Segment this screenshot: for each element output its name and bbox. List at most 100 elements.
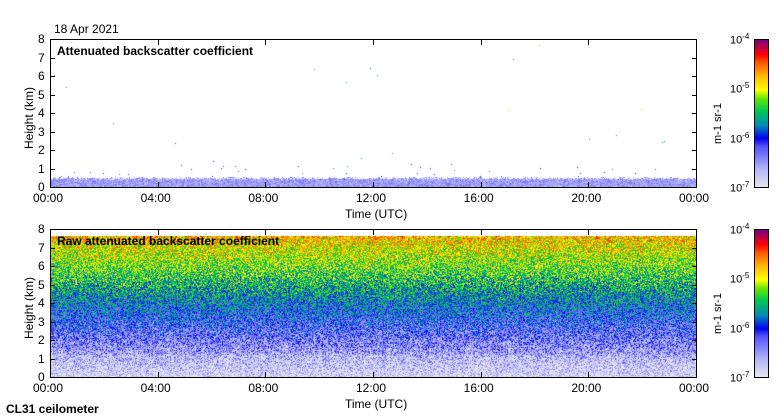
y-tick — [692, 377, 697, 378]
y-tick-label: 3 — [38, 124, 45, 139]
y-tick — [50, 229, 55, 230]
y-tick — [50, 266, 55, 267]
y-tick — [50, 187, 55, 188]
y-tick — [692, 76, 697, 77]
y-tick — [50, 131, 55, 133]
y-tick — [50, 150, 55, 151]
y-tick — [692, 321, 697, 323]
date-label: 18 Apr 2021 — [54, 22, 119, 36]
colorbar-tick-label: 10-4 — [730, 32, 749, 47]
y-axis-label: Height (km) — [22, 86, 36, 149]
x-tick-label: 16:00 — [463, 381, 494, 395]
y-tick — [692, 284, 697, 286]
x-tick-label: 04:00 — [140, 191, 171, 205]
x-tick — [50, 229, 51, 235]
x-tick — [157, 39, 159, 45]
y-tick-label: 2 — [38, 333, 45, 347]
x-tick — [157, 229, 159, 235]
y-tick — [692, 303, 697, 304]
x-tick-label: 20:00 — [571, 381, 602, 395]
y-tick-label: 1 — [38, 351, 45, 366]
x-tick — [373, 39, 374, 45]
colorbar — [754, 229, 769, 378]
y-tick-label: 4 — [38, 296, 45, 310]
x-tick — [50, 182, 51, 188]
plot-title: Raw attenuated backscatter coefficient — [57, 234, 280, 248]
colorbar-unit-label: m-1 sr-1 — [712, 293, 724, 334]
x-tick — [157, 372, 159, 378]
tick-base: 10 — [730, 323, 743, 336]
y-tick — [692, 168, 697, 170]
y-tick-label: 4 — [38, 106, 45, 120]
x-tick — [588, 182, 590, 188]
y-tick — [692, 57, 697, 59]
x-tick — [588, 229, 590, 235]
colorbar-tick-label: 10-5 — [730, 271, 749, 286]
x-tick — [696, 229, 697, 235]
plot-panel-1: Attenuated backscatter coefficient — [50, 39, 697, 188]
y-tick — [50, 340, 55, 341]
y-tick-label: 8 — [38, 222, 45, 236]
x-tick-label: 12:00 — [356, 381, 387, 395]
tick-base: 10 — [730, 83, 743, 96]
x-tick — [157, 182, 159, 188]
x-tick — [588, 372, 590, 378]
heatmap-canvas — [51, 40, 696, 187]
y-tick — [50, 113, 55, 114]
tick-base: 10 — [730, 224, 743, 237]
x-tick — [588, 39, 590, 45]
tick-base: 10 — [730, 182, 743, 195]
y-tick — [50, 39, 55, 40]
y-tick — [50, 247, 55, 249]
y-tick — [50, 377, 55, 378]
tick-exponent: -5 — [742, 81, 750, 91]
x-tick — [373, 182, 374, 188]
x-tick — [265, 372, 267, 378]
x-tick-label: 04:00 — [140, 381, 171, 395]
x-tick-label: 08:00 — [248, 381, 279, 395]
y-tick — [50, 303, 55, 304]
y-tick — [692, 131, 697, 133]
x-tick — [50, 39, 51, 45]
tick-exponent: -7 — [742, 180, 750, 189]
y-axis-label: Height (km) — [22, 276, 36, 339]
y-tick-label: 6 — [38, 259, 45, 273]
y-tick — [692, 187, 697, 188]
colorbar-unit-label: m-1 sr-1 — [712, 103, 724, 144]
tick-base: 10 — [730, 133, 743, 146]
colorbar-tick-label: 10-7 — [730, 180, 749, 195]
x-tick-label: 16:00 — [463, 191, 494, 205]
y-tick — [692, 247, 697, 249]
y-tick-label: 3 — [38, 314, 45, 329]
colorbar-tick-label: 10-5 — [730, 81, 749, 96]
x-tick — [373, 372, 374, 378]
x-tick — [480, 39, 482, 45]
y-tick — [50, 321, 55, 323]
colorbar — [754, 39, 769, 188]
plot-title: Attenuated backscatter coefficient — [57, 44, 254, 58]
y-tick-label: 6 — [38, 69, 45, 83]
x-tick — [480, 229, 482, 235]
colorbar-tick-label: 10-6 — [730, 321, 749, 336]
plot-panel-2: Raw attenuated backscatter coefficient — [50, 229, 697, 378]
tick-exponent: -4 — [742, 222, 750, 231]
y-tick-label: 7 — [38, 240, 45, 255]
y-tick — [692, 266, 697, 267]
y-tick — [692, 229, 697, 230]
heatmap-canvas — [51, 230, 696, 377]
y-tick-label: 0 — [38, 180, 45, 194]
tick-exponent: -4 — [742, 32, 750, 41]
x-tick — [696, 182, 697, 188]
x-tick — [696, 39, 697, 45]
instrument-label: CL31 ceilometer — [6, 402, 99, 416]
y-tick-label: 5 — [38, 277, 45, 292]
x-tick-label: 00:00 — [679, 191, 710, 205]
y-tick — [50, 94, 55, 96]
x-tick-label: 20:00 — [571, 191, 602, 205]
colorbar-tick-label: 10-4 — [730, 222, 749, 237]
y-tick-label: 7 — [38, 50, 45, 65]
y-tick — [692, 113, 697, 114]
x-tick — [480, 182, 482, 188]
tick-base: 10 — [730, 34, 743, 47]
